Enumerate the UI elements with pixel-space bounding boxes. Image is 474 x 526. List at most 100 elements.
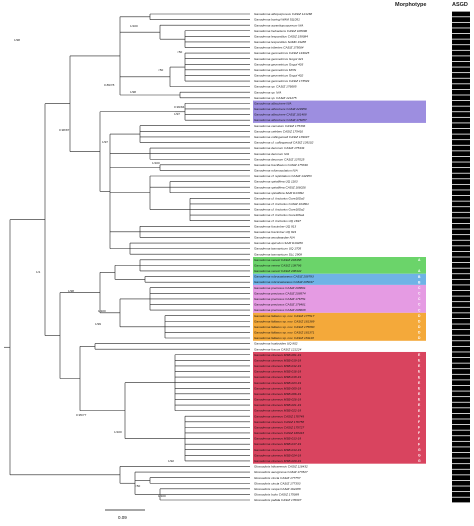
asgd-header: ASGD	[452, 2, 468, 8]
support-value: <50	[177, 50, 183, 54]
asgd-bar	[452, 285, 470, 291]
scale-bar: 0.09	[105, 509, 145, 520]
tip-label: Ganoderma fallaxus sp. nov. CASIZ 181389	[254, 319, 315, 323]
morphotype-label: E	[418, 353, 421, 357]
tip-label: Ganoderma geometricus CASIZ 144925	[254, 51, 309, 55]
root-support: 1/98	[14, 38, 20, 42]
tip-label: Ganoderma albocinere CASIZ 229959	[254, 107, 307, 111]
clade-highlight-green	[253, 257, 426, 274]
morphotype-label: B	[418, 275, 421, 279]
tip-label: Ganoderma albocinere CASIZ 161468	[254, 113, 307, 117]
tip-label: Ganoderma decorum CASIZ 175434	[254, 146, 305, 150]
tip-label: Ganoderma venezi CASIZ 203458	[254, 258, 302, 262]
asgd-bar	[452, 84, 470, 90]
asgd-bar	[452, 480, 470, 486]
support-value: 1/99	[95, 322, 101, 326]
tip-label: Ganoderma woodwardae N/A	[254, 236, 295, 240]
asgd-bar	[452, 408, 470, 414]
tip-label: Ganoderma cinereus CASIZ 176749	[254, 414, 304, 418]
tip-label: Ganoderma cinereus MSB-023-19	[254, 381, 301, 385]
tip-label: Ganoderma lesponditus CASIZ 158084	[254, 34, 308, 38]
asgd-bar	[452, 33, 470, 39]
tip-label: Ganoderma venezi CASIZ 138796	[254, 263, 302, 267]
asgd-bar	[452, 11, 470, 17]
asgd-bar	[452, 184, 470, 190]
asgd-bar	[452, 162, 470, 168]
asgd-bar	[452, 324, 470, 330]
tip-label: Ganoderma albocinere N/A	[254, 101, 292, 105]
asgd-bar	[452, 117, 470, 123]
tip-label: Ganoderma carnatum CASIZ 175336	[254, 124, 306, 128]
clade-highlights	[253, 100, 426, 464]
tip-label: Ganoderma aurantiopurpureum N/A	[254, 23, 303, 27]
morphotype-label: C	[418, 308, 421, 312]
clade-highlight-blue	[253, 273, 426, 285]
asgd-bars	[452, 11, 470, 503]
morphotype-label: E	[418, 359, 421, 363]
clade-highlight-red	[253, 351, 426, 464]
asgd-bar	[452, 475, 470, 481]
tip-label: Ganoderma cinereus CASIZ 168443	[254, 431, 304, 435]
tip-label: Ganoderma geometricus Gogol 403	[254, 62, 303, 66]
morphotype-label: C	[418, 292, 421, 296]
morphotype-label: C	[418, 286, 421, 290]
asgd-bar	[452, 67, 470, 73]
tip-label: Ganoderma preciosus CASIZ 176461	[254, 303, 306, 307]
tip-label: Ganoderma cf. tinctorius Gore16Sa3	[254, 196, 305, 200]
morphotype-label: B	[418, 280, 421, 284]
tip-label: Ganoderma cinereus MSB-022-19	[254, 409, 301, 413]
asgd-bar	[452, 45, 470, 50]
morphotype-label: F	[418, 431, 420, 435]
tip-label: Ganoderma rubrocastaneus CASIZ 208783	[254, 275, 314, 279]
support-value: 1/100	[98, 309, 106, 313]
asgd-bar	[452, 274, 470, 279]
tip-label: Ganoderma preciosus CASIZ 176751	[254, 297, 306, 301]
asgd-bar	[452, 458, 470, 464]
morphotype-label: E	[418, 370, 421, 374]
morphotype-label: F	[418, 437, 420, 441]
morphotype-label: F	[418, 414, 420, 418]
asgd-bar	[452, 112, 470, 117]
morphotype-label: E	[418, 409, 421, 413]
asgd-bar	[452, 335, 470, 341]
tip-label: Ganoderma venezi CASIZ 208442	[254, 269, 302, 273]
asgd-bar	[452, 447, 470, 453]
asgd-bar	[452, 307, 470, 313]
clade-highlight-orange	[253, 312, 426, 341]
asgd-bar	[452, 441, 470, 447]
asgd-bar	[452, 492, 470, 497]
asgd-bar	[452, 346, 470, 352]
asgd-bar	[452, 313, 470, 319]
asgd-bar	[452, 302, 470, 307]
asgd-bar	[452, 341, 470, 346]
scale-bar-label: 0.09	[118, 515, 127, 520]
tip-label: Ganoderma tasmanicum UQ 1705	[254, 247, 301, 251]
asgd-bar	[452, 257, 470, 263]
asgd-bar	[452, 318, 470, 324]
support-value: 1/1	[36, 270, 41, 274]
asgd-bar	[452, 369, 470, 374]
morphotype-label: D	[418, 325, 421, 329]
asgd-bar	[452, 497, 470, 503]
asgd-bar	[452, 39, 470, 45]
tip-label: Ganoderma cinereus MSB-005-19	[254, 386, 301, 390]
asgd-bar	[452, 229, 470, 235]
asgd-bar	[452, 201, 470, 207]
asgd-bar	[452, 78, 470, 84]
asgd-bar	[452, 190, 470, 196]
support-value: 1/92	[168, 459, 174, 463]
morphotype-label: D	[418, 331, 421, 335]
tip-label: Ganoderma preciosus CASIZ 208861	[254, 286, 306, 290]
tip-label: Ganoderma albopurpureus CASIZ 121268	[254, 12, 312, 16]
morphotype-label: E	[418, 364, 421, 368]
tip-label: Ganoderma cinereus MSB-014-19	[254, 448, 301, 452]
asgd-bar	[452, 17, 470, 22]
tip-label: Ganoderma cf. tinctorius Gore16Sa2	[254, 208, 305, 212]
tip-label: Ganoderma geometricus MON	[254, 68, 297, 72]
tip-label: Ganoderma spiralifera CASIZ 166026	[254, 185, 306, 189]
tip-label: Ganoderma helvaolens CASIZ 108096	[254, 29, 307, 33]
tip-label: Ganoderma apiculum SAM D19280	[254, 241, 303, 245]
tip-label: Ganoderma boringi WAM 511051	[254, 18, 300, 22]
tip-label: Ganoderma decorum CASIZ 137025	[254, 157, 305, 161]
